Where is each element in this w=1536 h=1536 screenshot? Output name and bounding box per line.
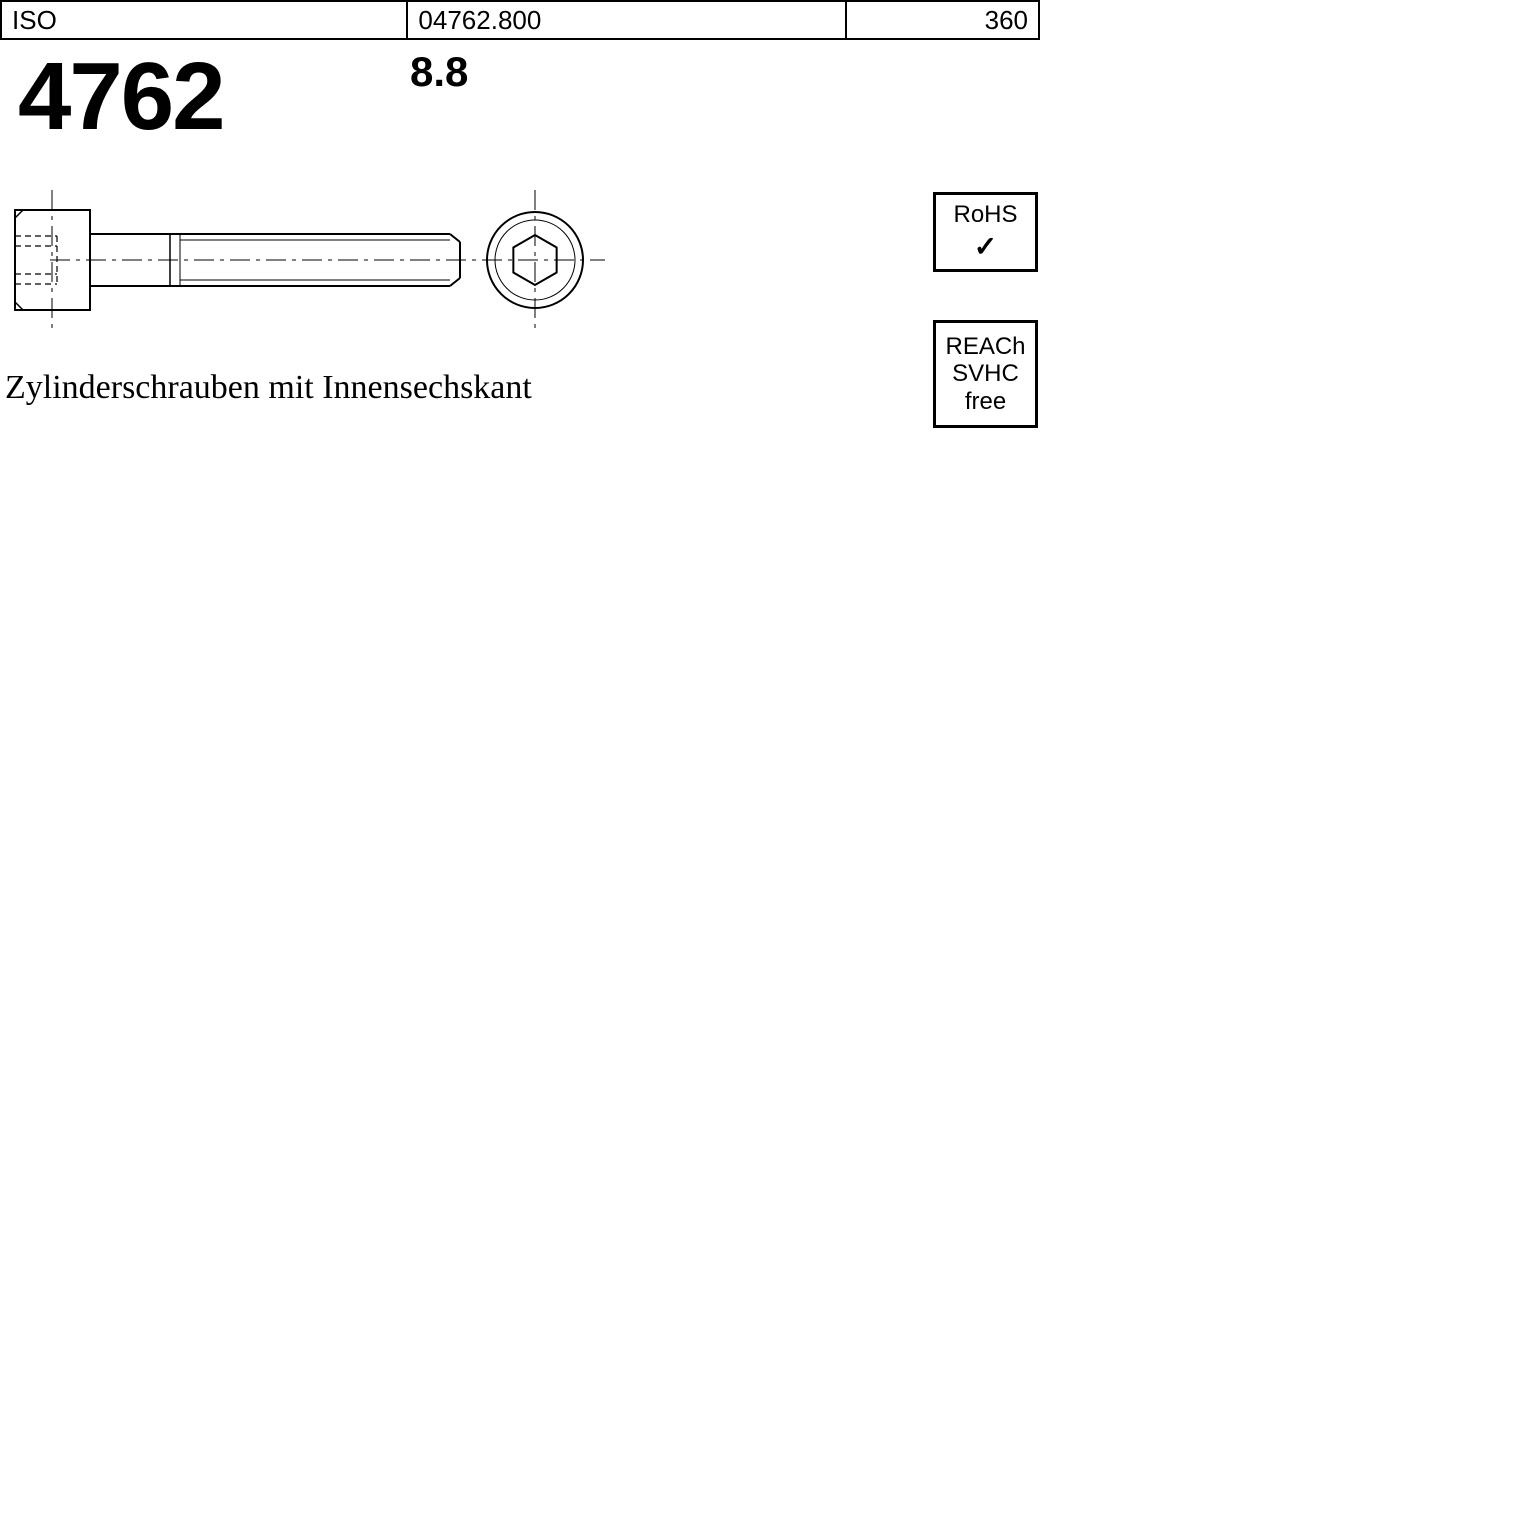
header-standard: ISO [2, 2, 408, 38]
checkmark-icon: ✓ [974, 230, 997, 263]
rohs-label: RoHS [953, 201, 1017, 229]
screw-diagram [5, 190, 645, 330]
strength-class: 8.8 [410, 48, 468, 96]
reach-line3: free [965, 388, 1006, 416]
header-row: ISO 04762.800 360 [0, 0, 1040, 40]
header-code: 04762.800 [408, 2, 846, 38]
standard-number: 4762 [18, 42, 224, 152]
reach-line1: REACh [945, 333, 1025, 361]
product-description: Zylinderschrauben mit Innensechskant [5, 369, 532, 407]
header-page: 360 [847, 2, 1038, 38]
reach-line2: SVHC [952, 360, 1019, 388]
reach-badge: REACh SVHC free [933, 320, 1038, 428]
rohs-badge: RoHS ✓ [933, 192, 1038, 272]
